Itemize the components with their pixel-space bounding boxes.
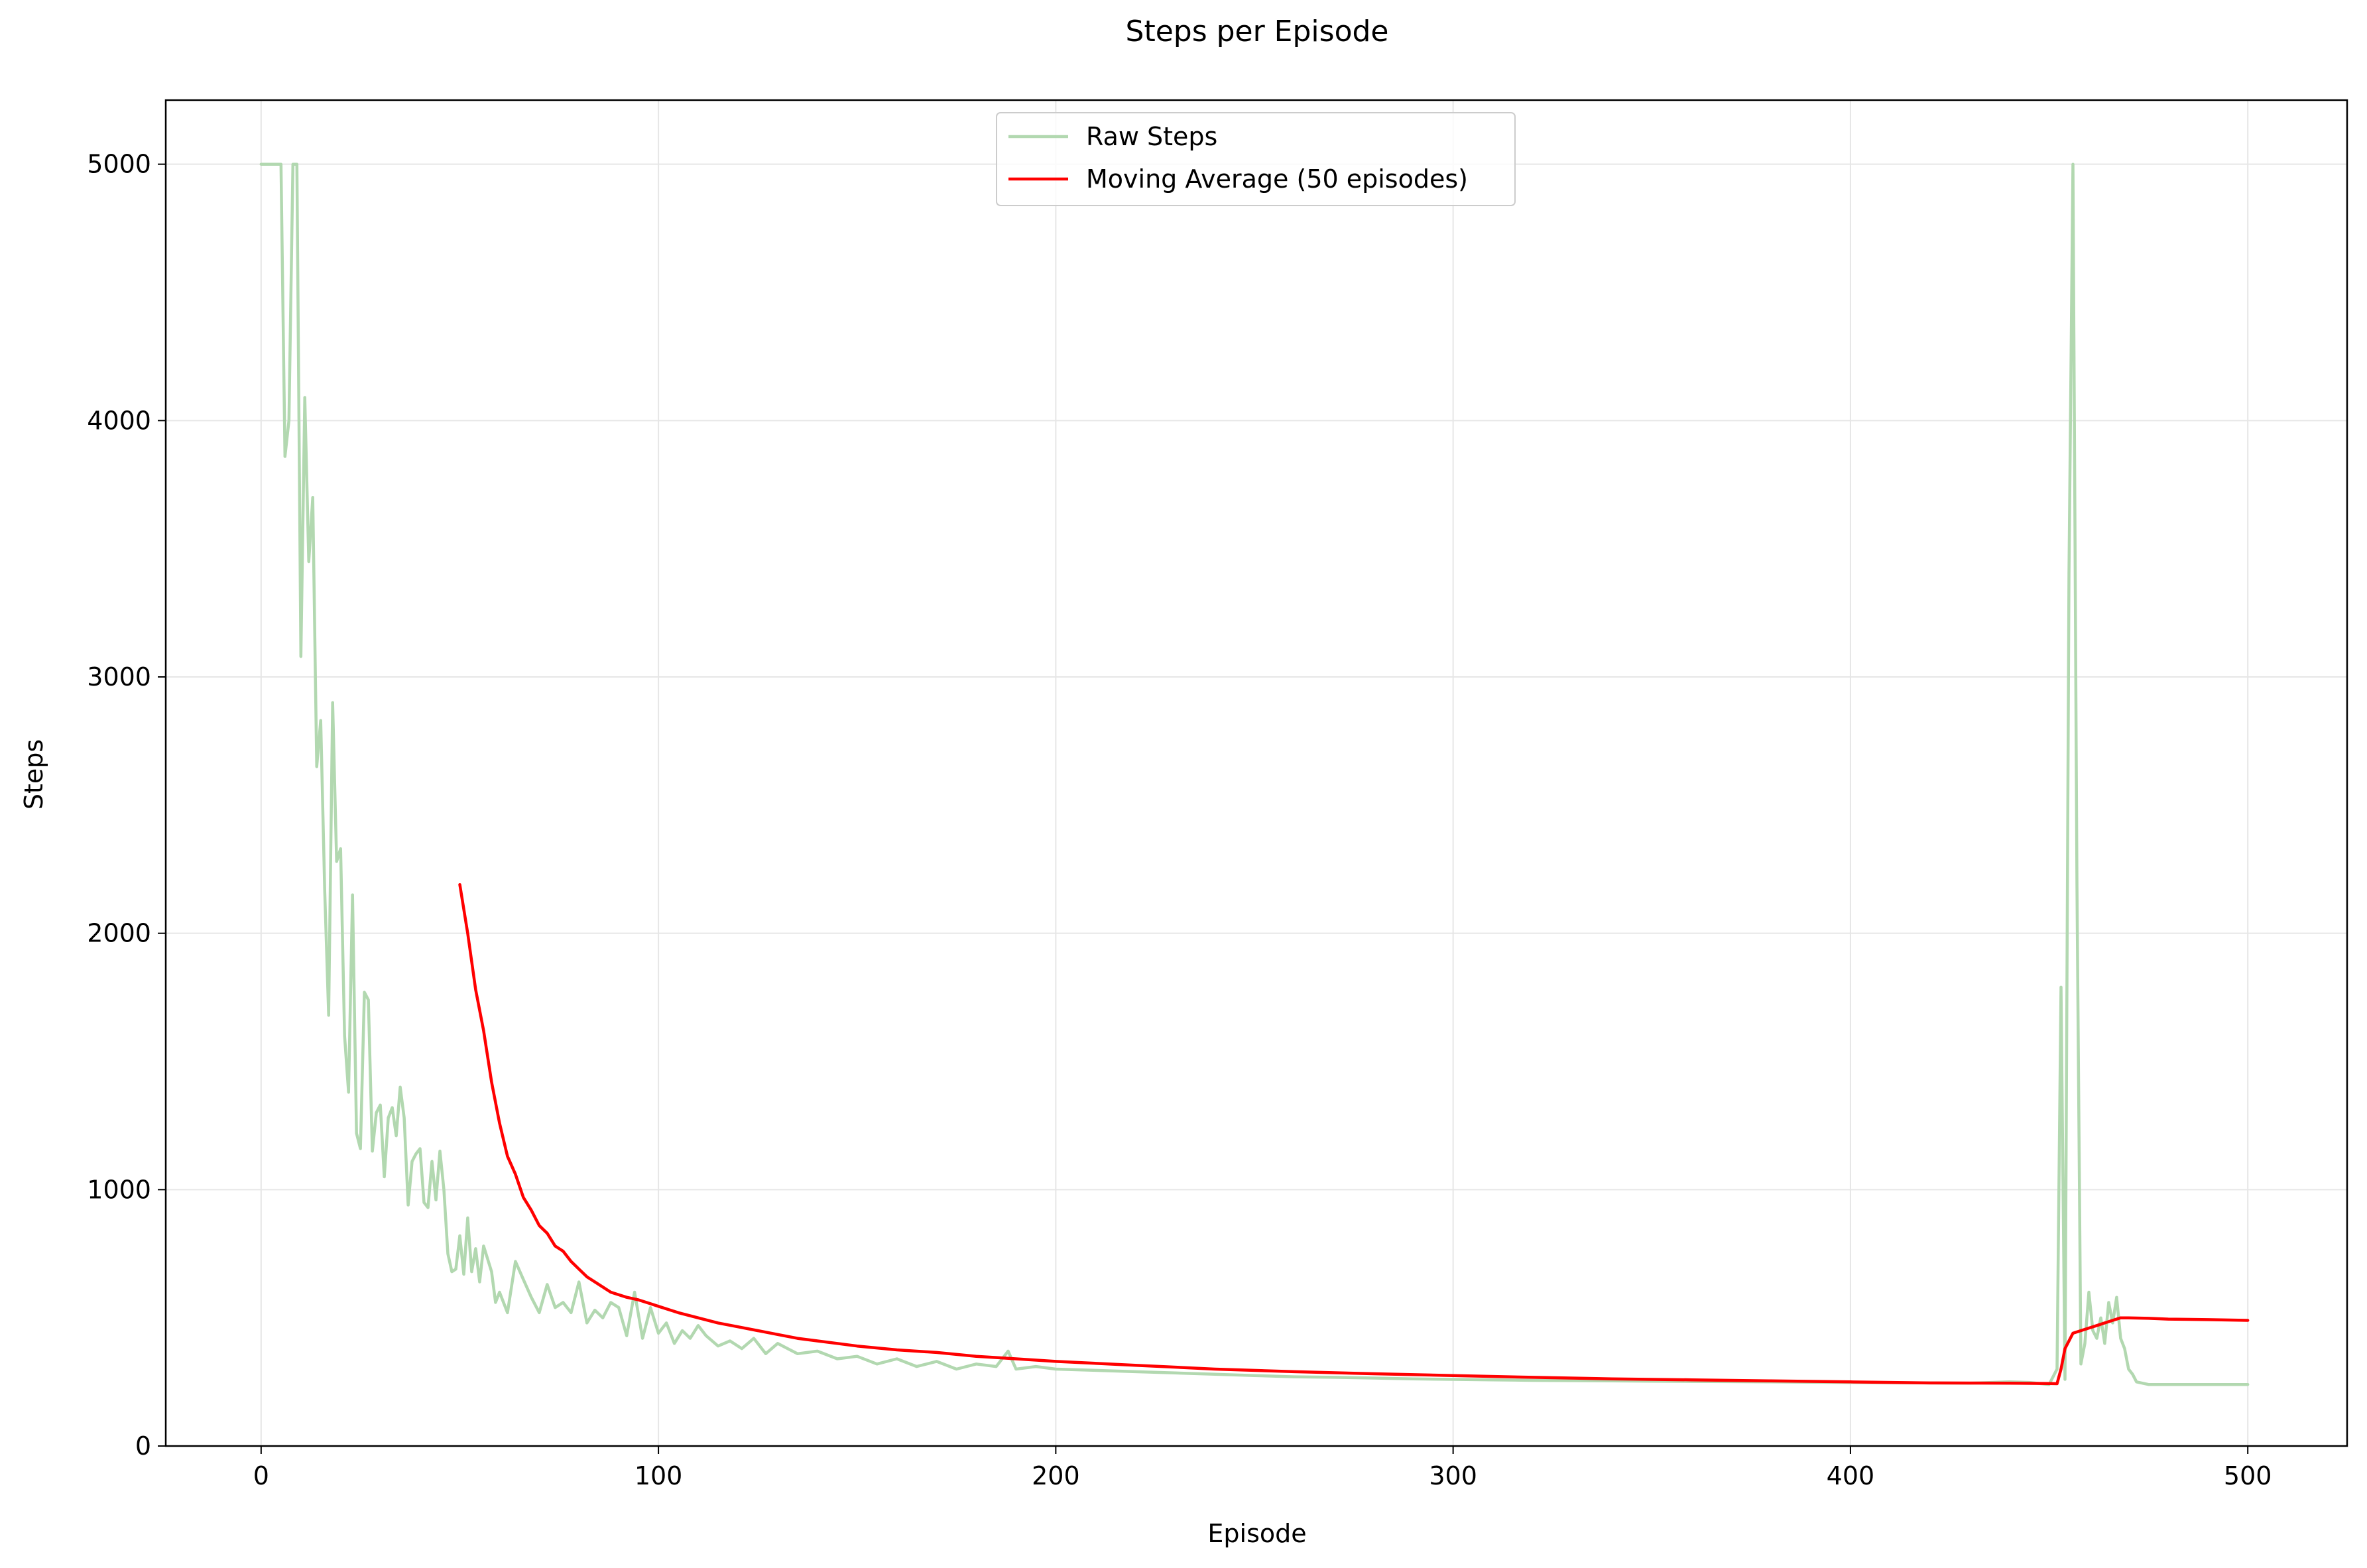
x-tick-label: 100 xyxy=(635,1461,683,1490)
y-tick-label: 0 xyxy=(135,1431,151,1461)
x-tick-label: 300 xyxy=(1429,1461,1477,1490)
y-axis-label: Steps xyxy=(19,739,48,810)
legend-box xyxy=(996,112,1516,206)
x-tick-label: 200 xyxy=(1032,1461,1080,1490)
y-tick-label: 3000 xyxy=(87,662,151,692)
x-tick-label: 500 xyxy=(2224,1461,2272,1490)
plot-lines xyxy=(259,162,2250,1386)
y-tick-label: 2000 xyxy=(87,919,151,948)
plot-frame xyxy=(164,99,2348,1447)
y-tick-label: 4000 xyxy=(87,406,151,435)
legend: Raw Steps Moving Average (50 episodes) xyxy=(996,112,1516,206)
x-tick-label: 400 xyxy=(1827,1461,1875,1490)
x-tick-label: 0 xyxy=(253,1461,269,1490)
y-tick-label: 1000 xyxy=(87,1175,151,1204)
legend-label: Raw Steps xyxy=(1086,122,1217,151)
moving-average-line xyxy=(458,882,2250,1386)
chart-title: Steps per Episode xyxy=(1126,15,1389,48)
x-axis-label: Episode xyxy=(1207,1519,1306,1548)
legend-label: Moving Average (50 episodes) xyxy=(1086,164,1468,194)
y-tick-label: 5000 xyxy=(87,150,151,179)
